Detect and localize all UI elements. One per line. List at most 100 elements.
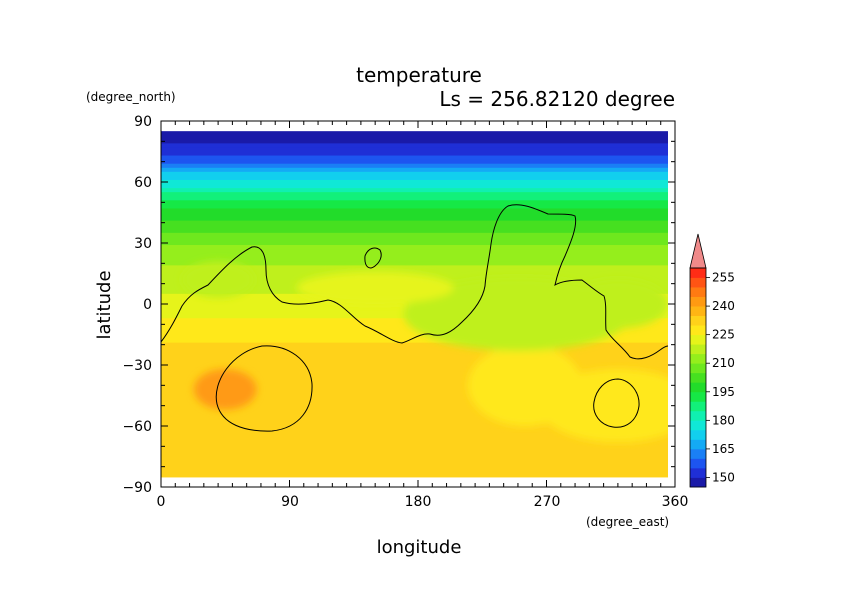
temperature-band: [161, 196, 668, 201]
colorbar-tick-label: 150: [712, 470, 735, 484]
temperature-band: [161, 456, 668, 462]
temperature-band: [161, 192, 668, 197]
temperature-band: [161, 391, 668, 397]
temperature-patch: [467, 344, 583, 427]
colorbar-overflow-arrow: [689, 233, 707, 269]
contour-line-small: [364, 247, 382, 269]
temperature-band: [161, 220, 668, 226]
colorbar-swatch: [690, 448, 706, 459]
y-tick-label: 90: [134, 114, 152, 130]
temperature-band: [161, 452, 668, 458]
y-tick-label: 30: [134, 236, 152, 252]
chart-title: temperature: [356, 63, 482, 87]
temperature-band: [161, 399, 668, 405]
colorbar-swatch: [690, 420, 706, 431]
colorbar-swatch: [690, 391, 706, 402]
temperature-band: [161, 159, 668, 165]
axis-ticks: [160, 120, 676, 488]
temperature-field: [161, 131, 668, 478]
colorbar-swatch: [690, 401, 706, 412]
temperature-band: [161, 216, 668, 222]
colorbar-swatch: [690, 306, 706, 317]
temperature-band: [161, 350, 668, 356]
x-axis-label: longitude: [377, 537, 462, 558]
temperature-band: [161, 167, 668, 173]
temperature-band: [161, 261, 668, 266]
colorbar-tick-label: 195: [712, 385, 735, 399]
temperature-band: [161, 468, 668, 474]
colorbar-swatch: [690, 410, 706, 421]
temperature-band: [161, 411, 668, 417]
temperature-band: [161, 464, 668, 470]
temperature-band: [161, 371, 668, 376]
temperature-band: [161, 212, 668, 218]
temperature-band: [161, 175, 668, 181]
temperature-band: [161, 236, 668, 242]
colorbar-swatch: [690, 287, 706, 297]
temperature-band: [161, 147, 668, 153]
temperature-band: [161, 407, 668, 413]
temperature-band: [161, 208, 668, 214]
temperature-band: [161, 265, 668, 271]
temperature-band: [161, 432, 668, 437]
temperature-band: [161, 228, 668, 234]
temperature-band: [161, 444, 668, 449]
y-units-label: (degree_north): [86, 90, 176, 104]
temperature-band: [161, 383, 668, 388]
temperature-band: [161, 423, 668, 429]
temperature-band: [161, 151, 668, 157]
temperature-band: [161, 240, 668, 246]
temperature-band: [161, 346, 668, 352]
temperature-band: [161, 358, 668, 364]
temperature-band: [161, 419, 668, 425]
x-units-label: (degree_east): [586, 515, 669, 529]
y-tick-label: 60: [134, 175, 152, 191]
x-tick-label: 180: [405, 494, 432, 510]
y-tick-label: −90: [122, 480, 152, 496]
colorbar-tick-label: 225: [712, 328, 735, 342]
temperature-band: [161, 200, 668, 205]
temperature-band: [161, 155, 668, 161]
temperature-band: [161, 224, 668, 230]
colorbar-swatch: [690, 344, 706, 355]
temperature-band: [161, 253, 668, 258]
contour-line-main: [161, 204, 668, 360]
temperature-band: [161, 163, 668, 169]
contour-line-southeast: [593, 378, 640, 428]
colorbar-frame: [689, 267, 707, 488]
colorbar-swatch: [690, 268, 706, 278]
temperature-band: [161, 428, 668, 433]
colorbar-swatch: [690, 363, 706, 374]
colorbar: 150 165 180 195 210 225 240 255: [689, 233, 735, 488]
chart-subtitle: Ls = 256.82120 degree: [439, 87, 675, 111]
temperature-band: [161, 204, 668, 210]
x-tick-label: 0: [157, 494, 166, 510]
temperature-band: [161, 379, 668, 384]
temperature-band: [161, 362, 668, 368]
colorbar-tick-label: 255: [712, 271, 735, 285]
temperature-band: [161, 338, 668, 344]
temperature-band: [161, 342, 668, 348]
y-tick-label: 0: [143, 297, 152, 313]
colorbar-swatch: [690, 325, 706, 336]
temperature-band: [161, 143, 668, 149]
temperature-band: [161, 269, 668, 275]
temperature-band: [161, 367, 668, 372]
temperature-band: [161, 131, 668, 136]
temperature-band: [161, 184, 668, 189]
temperature-band: [161, 436, 668, 441]
temperature-patch: [193, 369, 257, 410]
x-tick-label: 270: [534, 494, 561, 510]
colorbar-swatch: [690, 467, 706, 478]
y-tick-label: −60: [122, 419, 152, 435]
temperature-band: [161, 440, 668, 445]
y-axis-label: latitude: [94, 270, 115, 339]
temperature-band: [161, 387, 668, 393]
temperature-band: [161, 334, 668, 340]
temperature-band: [161, 375, 668, 380]
colorbar-tick-label: 180: [712, 413, 735, 427]
temperature-band: [161, 403, 668, 409]
colorbar-swatch: [690, 372, 706, 383]
temperature-band: [161, 171, 668, 177]
